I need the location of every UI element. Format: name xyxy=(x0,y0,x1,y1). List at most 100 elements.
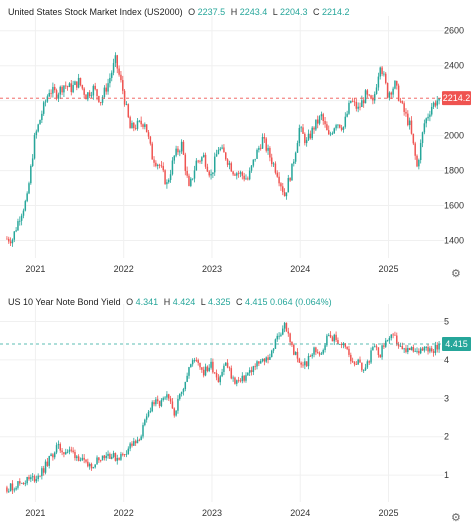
candle xyxy=(385,73,387,84)
candle xyxy=(362,100,365,104)
candle xyxy=(140,436,142,441)
candle xyxy=(31,476,34,478)
candle xyxy=(362,370,365,371)
candle xyxy=(116,55,119,69)
candle xyxy=(324,120,326,125)
candle xyxy=(359,106,361,108)
candle xyxy=(221,147,223,149)
candle xyxy=(386,83,389,98)
candle xyxy=(230,163,233,172)
candle xyxy=(96,457,98,465)
candle xyxy=(419,348,422,354)
candle xyxy=(110,72,113,78)
candle xyxy=(6,487,8,492)
candle xyxy=(241,375,244,382)
candle xyxy=(186,375,188,382)
candle xyxy=(392,88,394,95)
x-tick-label: 2021 xyxy=(25,508,45,518)
candle xyxy=(35,131,38,136)
candle xyxy=(318,352,321,355)
x-tick-label: 2023 xyxy=(202,264,222,274)
candle xyxy=(421,348,424,351)
candle xyxy=(142,124,144,127)
candle xyxy=(234,377,236,384)
candle xyxy=(237,380,240,382)
candle xyxy=(182,141,185,155)
candle xyxy=(61,86,63,93)
candle xyxy=(293,345,295,355)
candle xyxy=(65,452,67,455)
candle xyxy=(327,130,330,135)
candle xyxy=(283,192,286,197)
candle xyxy=(145,416,148,420)
candle xyxy=(294,152,297,162)
y-tick-label: 2400 xyxy=(444,61,464,71)
candle xyxy=(66,86,69,88)
candle xyxy=(337,340,339,345)
candle xyxy=(48,92,50,97)
candle xyxy=(318,116,321,124)
candle xyxy=(8,491,10,493)
candle xyxy=(177,148,179,153)
candle xyxy=(396,335,398,345)
candle xyxy=(381,345,383,358)
candle xyxy=(33,476,36,482)
low-label: L xyxy=(272,7,278,17)
candle xyxy=(63,452,65,455)
y-tick-label: 4 xyxy=(444,355,449,365)
candle xyxy=(280,334,282,336)
candle xyxy=(335,334,337,341)
candle xyxy=(37,124,39,132)
candle xyxy=(212,361,214,373)
stock-index-chart[interactable]: 1400160018002000220024002600202120222023… xyxy=(0,0,471,285)
candle xyxy=(182,389,185,393)
candle xyxy=(81,84,84,89)
candle xyxy=(259,361,262,364)
candle xyxy=(99,460,102,462)
candle xyxy=(258,147,260,150)
candle xyxy=(19,220,21,222)
candle xyxy=(316,352,319,353)
candle xyxy=(52,86,54,94)
candle xyxy=(324,345,326,351)
candle xyxy=(247,178,249,180)
bond-yield-chart[interactable]: 1 2 3 4 5 2021 2022 2023 2024 2025 4.415 xyxy=(0,290,471,529)
candle xyxy=(217,149,220,155)
candle xyxy=(191,178,194,180)
stock-index-title: United States Stock Market Index (US2000… xyxy=(8,7,183,17)
candle xyxy=(408,348,411,351)
candle xyxy=(430,348,433,352)
candle xyxy=(236,173,238,176)
candle xyxy=(396,80,398,86)
candle xyxy=(282,328,284,335)
candle xyxy=(31,158,34,166)
candle xyxy=(166,182,168,185)
candle xyxy=(105,87,107,92)
candle xyxy=(96,89,98,97)
gear-icon[interactable]: ⚙ xyxy=(451,268,461,280)
candle xyxy=(248,170,251,180)
candle xyxy=(298,127,301,144)
candle xyxy=(265,357,267,362)
candle xyxy=(283,322,286,329)
candle xyxy=(305,361,308,367)
candle xyxy=(250,370,253,373)
candle xyxy=(289,333,291,342)
candle xyxy=(423,123,426,133)
candle xyxy=(254,366,256,368)
candle xyxy=(357,359,359,365)
candle xyxy=(208,171,210,176)
candle xyxy=(408,120,411,126)
candle xyxy=(339,344,341,345)
y-tick-label: 3 xyxy=(444,393,449,403)
candle xyxy=(348,102,350,114)
candle xyxy=(368,361,370,363)
candle xyxy=(127,448,130,455)
candle xyxy=(195,360,198,361)
candle xyxy=(24,201,27,211)
candle xyxy=(79,77,82,85)
candle xyxy=(202,154,205,158)
gear-icon[interactable]: ⚙ xyxy=(451,512,461,524)
candle xyxy=(70,83,73,93)
candle xyxy=(390,334,393,339)
